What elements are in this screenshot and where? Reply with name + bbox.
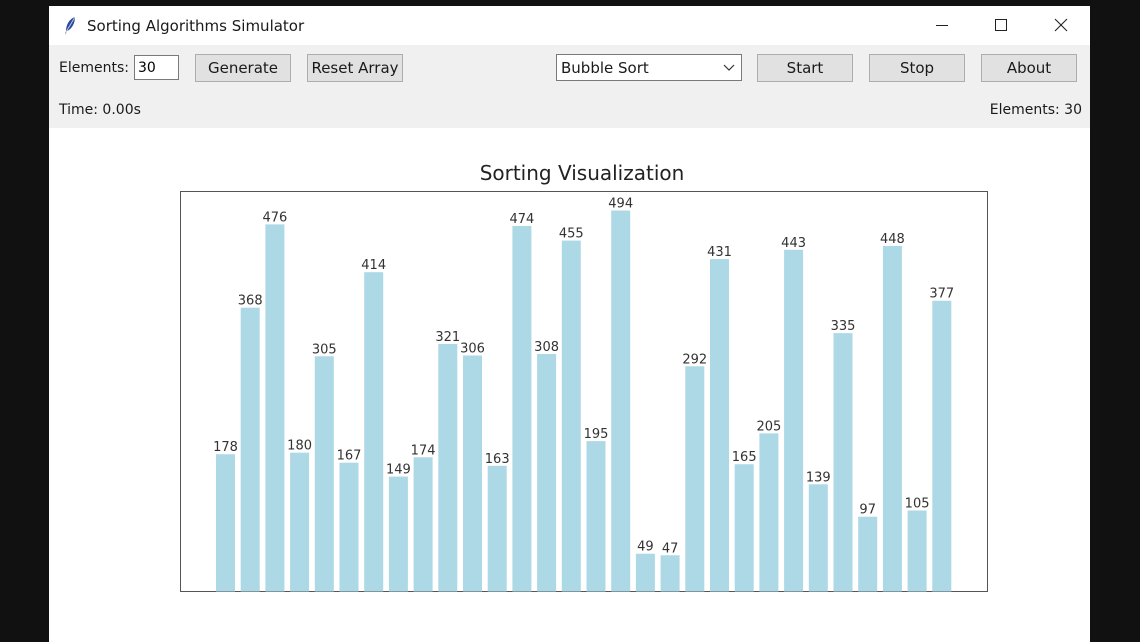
elements-label: Elements:: [59, 60, 129, 76]
bar-4: [314, 356, 334, 592]
algorithm-select[interactable]: Bubble Sort: [556, 54, 742, 81]
bar-label-27: 448: [880, 232, 905, 247]
maximize-button[interactable]: [978, 6, 1024, 45]
bar-0: [216, 454, 235, 592]
feather-icon: [65, 16, 76, 35]
chevron-down-icon: [723, 64, 735, 71]
bar-label-28: 105: [905, 497, 930, 512]
bar-label-17: 49: [637, 540, 654, 555]
bar-26: [858, 516, 878, 592]
close-button[interactable]: [1038, 6, 1084, 45]
bar-label-4: 305: [312, 342, 337, 357]
bar-20: [710, 259, 729, 592]
close-icon: [1054, 18, 1068, 32]
minimize-button[interactable]: [919, 6, 965, 45]
minimize-icon: [936, 25, 948, 26]
bar-25: [833, 333, 853, 592]
bar-label-15: 195: [584, 427, 609, 442]
bar-label-10: 306: [460, 342, 485, 357]
time-label: Time: 0.00s: [59, 102, 141, 118]
bar-22: [759, 433, 779, 592]
bar-5: [339, 462, 359, 592]
bar-label-22: 205: [756, 419, 781, 434]
bar-label-23: 443: [781, 236, 806, 251]
chart-canvas: Sorting Visualization 178 368 476 180 305 167…: [180, 161, 988, 592]
bar-label-13: 308: [534, 340, 559, 355]
about-button[interactable]: About: [981, 54, 1077, 82]
bar-label-6: 414: [361, 258, 386, 273]
bar-label-7: 149: [386, 463, 411, 478]
bar-19: [685, 366, 705, 592]
bar-8: [413, 457, 433, 592]
bar-10: [463, 355, 482, 592]
bar-1: [240, 307, 260, 592]
bars-group: 1783684761803051674141491743213061634743…: [213, 197, 954, 592]
bar-label-26: 97: [859, 503, 876, 518]
bar-label-3: 180: [287, 439, 312, 454]
bar-label-18: 47: [662, 541, 679, 556]
bar-label-14: 455: [559, 227, 584, 242]
bar-6: [364, 272, 384, 592]
stop-button[interactable]: Stop: [869, 54, 965, 82]
control-panel: Elements: Generate Reset Array Bubble So…: [49, 45, 1090, 128]
maximize-icon: [995, 19, 1007, 31]
bar-12: [512, 225, 532, 592]
bar-13: [537, 353, 557, 592]
chart-frame: [180, 191, 988, 592]
reset-array-button[interactable]: Reset Array: [307, 54, 403, 82]
bar-label-16: 494: [608, 197, 633, 212]
bar-label-5: 167: [337, 449, 362, 464]
bar-label-0: 178: [213, 440, 238, 455]
bar-23: [784, 249, 804, 592]
bar-label-24: 139: [806, 470, 831, 485]
app-window: Sorting Algorithms Simulator Elements: G…: [49, 6, 1090, 642]
start-button[interactable]: Start: [757, 54, 853, 82]
bar-2: [265, 224, 285, 592]
chart-title: Sorting Visualization: [480, 161, 685, 185]
bar-label-19: 292: [682, 352, 707, 367]
bar-label-12: 474: [509, 212, 534, 227]
bar-17: [635, 553, 655, 592]
bar-11: [487, 465, 507, 592]
bar-7: [388, 476, 408, 592]
algorithm-selected-value: Bubble Sort: [561, 59, 649, 77]
bar-28: [907, 510, 927, 592]
elements-count-label: Elements: 30: [989, 102, 1082, 118]
bar-label-1: 368: [238, 294, 263, 309]
title-bar[interactable]: Sorting Algorithms Simulator: [49, 6, 1090, 45]
bar-15: [586, 441, 606, 592]
bar-label-8: 174: [411, 443, 436, 458]
bar-3: [290, 452, 310, 592]
bar-label-20: 431: [707, 245, 732, 260]
bar-27: [882, 245, 902, 592]
bar-24: [808, 484, 828, 592]
bar-label-21: 165: [732, 450, 757, 465]
bar-label-9: 321: [435, 330, 460, 345]
bar-9: [438, 343, 458, 592]
bar-label-2: 476: [262, 210, 287, 225]
sorting-chart: Sorting Visualization 178 368 476 180 305 167…: [49, 128, 1090, 642]
generate-button[interactable]: Generate: [195, 54, 291, 82]
window-title: Sorting Algorithms Simulator: [87, 17, 305, 35]
bar-label-29: 377: [929, 287, 954, 302]
bar-18: [660, 555, 680, 592]
bar-14: [561, 240, 581, 592]
bar-label-25: 335: [831, 319, 856, 334]
bar-16: [611, 210, 631, 592]
bar-21: [734, 464, 754, 592]
elements-input[interactable]: [134, 55, 179, 80]
bar-label-11: 163: [485, 452, 510, 467]
bar-29: [932, 300, 952, 592]
